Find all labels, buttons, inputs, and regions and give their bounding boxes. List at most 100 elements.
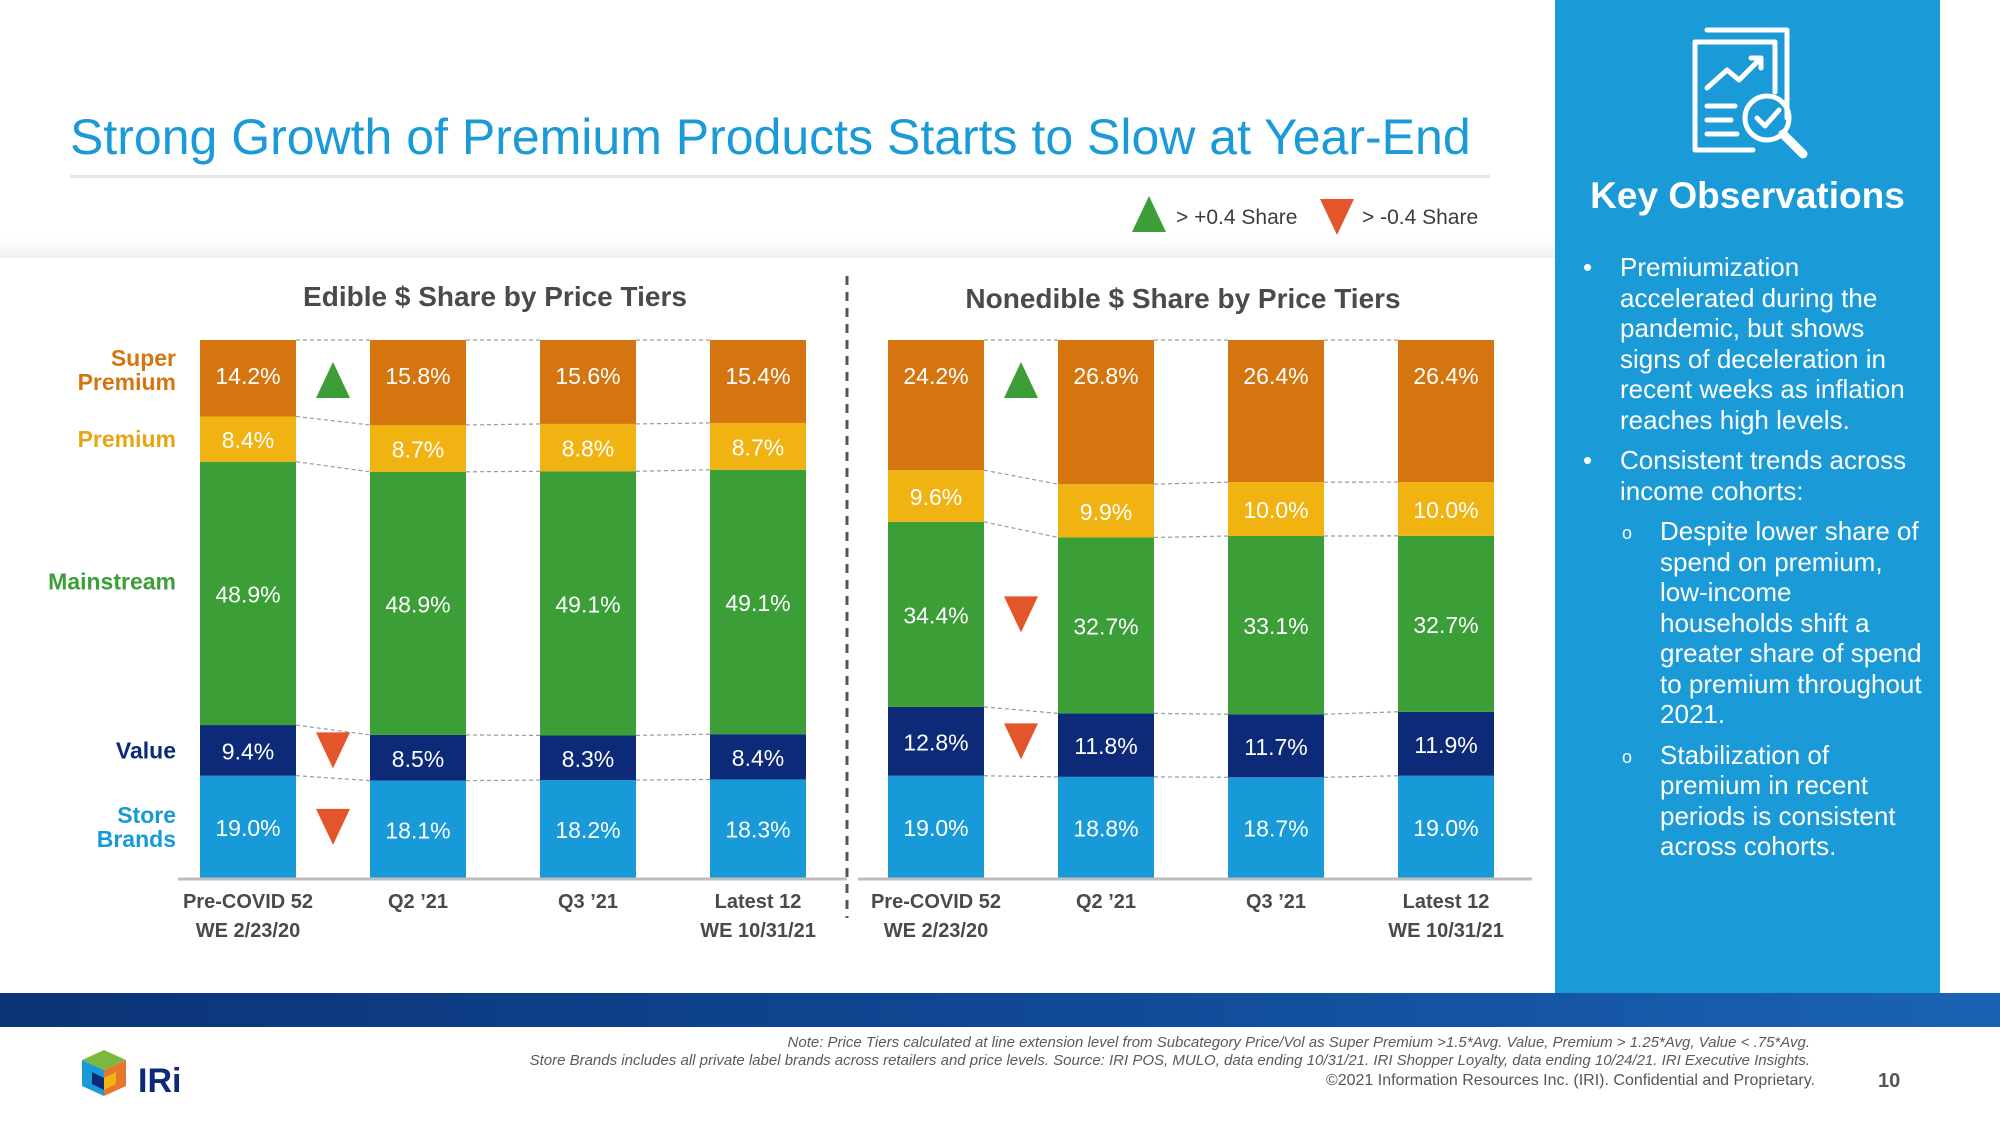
data-label: 10.0% [1243, 497, 1308, 523]
price-tier-charts: Edible $ Share by Price Tiers 19.0% 9.4% 48… [48, 276, 1532, 942]
chart-title: Nonedible $ Share by Price Tiers [965, 283, 1400, 314]
bar-segment [370, 471, 466, 735]
data-label: 8.3% [562, 746, 614, 772]
observation-text: Consistent trends across income cohorts: [1620, 445, 1907, 506]
x-tick-label: Latest 12 [1403, 891, 1490, 913]
x-tick-label: Q2 ’21 [388, 891, 448, 913]
connector-line [635, 733, 711, 737]
bar-segment [888, 775, 984, 878]
legend-up-label: > +0.4 Share [1176, 206, 1298, 229]
tier-label: Store [117, 802, 176, 828]
data-label: 18.1% [385, 817, 450, 843]
observation-text: Premiumization accelerated during the pa… [1620, 252, 1905, 435]
connector-line [635, 778, 711, 781]
up-triangle-icon [1004, 362, 1038, 398]
data-label: 48.9% [215, 581, 280, 607]
bullet-icon: • [1583, 445, 1593, 475]
data-label: 15.8% [385, 363, 450, 389]
connector-line [635, 469, 711, 472]
logo-cube-inner [92, 1072, 104, 1090]
data-label: 34.4% [903, 602, 968, 628]
footnote: Note: Price Tiers calculated at line ext… [210, 1034, 1810, 1070]
data-label: 26.8% [1073, 363, 1138, 389]
observation-sub-text: Despite lower share of spend on premium,… [1660, 516, 1922, 729]
sub-bullet-icon: o [1622, 523, 1633, 543]
bar-segment [888, 470, 984, 522]
x-tick-label: WE 2/23/20 [884, 920, 989, 942]
connector-line [295, 724, 371, 736]
connector-line [465, 734, 541, 737]
x-tick-label: Pre-COVID 52 [871, 891, 1001, 913]
bar-segment [540, 471, 636, 736]
data-label: 8.8% [562, 436, 614, 462]
bar-segment [888, 340, 984, 471]
connector-line [983, 521, 1059, 539]
data-label: 18.7% [1243, 816, 1308, 842]
data-label: 26.4% [1243, 363, 1308, 389]
page-title: Strong Growth of Premium Products Starts… [70, 109, 1471, 165]
data-label: 15.4% [725, 363, 790, 389]
bar-segment [370, 340, 466, 426]
data-label: 8.5% [392, 746, 444, 772]
bar-segment [370, 734, 466, 781]
data-label: 8.4% [732, 745, 784, 771]
x-tick-label: WE 10/31/21 [700, 920, 816, 942]
x-tick-label: Q3 ’21 [1246, 891, 1306, 913]
bar-segment [1058, 484, 1154, 538]
x-tick-label: Latest 12 [715, 891, 802, 913]
up-triangle-icon [1132, 196, 1166, 232]
bar-segment [1058, 537, 1154, 714]
data-label: 19.0% [215, 815, 280, 841]
tier-label: Mainstream [48, 569, 176, 595]
x-tick-label: Q3 ’21 [558, 891, 618, 913]
bar-segment [710, 779, 806, 878]
up-triangle-icon [316, 362, 350, 398]
bullet-icon: • [1583, 252, 1593, 282]
connector-line [1323, 775, 1399, 778]
bar-segment [1058, 713, 1154, 777]
tier-label: Value [116, 737, 176, 763]
bar-segment [1398, 775, 1494, 878]
data-label: 32.7% [1073, 613, 1138, 639]
data-label: 8.7% [392, 436, 444, 462]
x-tick-label: Pre-COVID 52 [183, 891, 313, 913]
logo-cube-inner-right [104, 1072, 116, 1090]
connector-line [295, 775, 371, 782]
data-label: 8.7% [732, 434, 784, 460]
bar-segment [888, 706, 984, 776]
bar-segment [370, 425, 466, 472]
bar-segment [1228, 536, 1324, 715]
footnote-line-2: Store Brands includes all private label … [529, 1052, 1810, 1069]
bar-segment [710, 340, 806, 423]
chart-band-shadow [0, 238, 1555, 260]
data-label: 14.2% [215, 363, 280, 389]
bar-segment [1398, 340, 1494, 483]
down-triangle-icon [1004, 723, 1038, 760]
observation-item: • Consistent trends across income cohort… [1580, 445, 1930, 506]
data-label: 9.9% [1080, 499, 1132, 525]
data-label: 24.2% [903, 363, 968, 389]
observation-sub-item: o Despite lower share of spend on premiu… [1580, 516, 1930, 730]
bar-segment [1228, 714, 1324, 778]
observations-heading: Key Observations [1590, 175, 1905, 216]
down-triangle-icon [1004, 596, 1038, 633]
data-label: 10.0% [1413, 497, 1478, 523]
data-label: 11.9% [1414, 732, 1478, 758]
data-label: 48.9% [385, 591, 450, 617]
connector-line [465, 470, 541, 473]
share-change-legend: > +0.4 Share > -0.4 Share [1130, 196, 1500, 238]
down-triangle-icon [316, 732, 350, 769]
x-tick-label: Q2 ’21 [1076, 891, 1136, 913]
data-label: 18.3% [725, 817, 790, 843]
data-label: 18.8% [1073, 815, 1138, 841]
data-label: 33.1% [1243, 613, 1308, 639]
report-magnifier-icon [1692, 27, 1808, 159]
bar-segment [200, 775, 296, 878]
legend-down-label: > -0.4 Share [1362, 206, 1479, 229]
data-label: 9.6% [910, 484, 962, 510]
connector-line [1153, 712, 1229, 715]
bar-segment [1058, 340, 1154, 485]
tier-label: Premium [78, 426, 176, 452]
bar-segment [1398, 535, 1494, 712]
sub-bullet-icon: o [1622, 746, 1633, 767]
